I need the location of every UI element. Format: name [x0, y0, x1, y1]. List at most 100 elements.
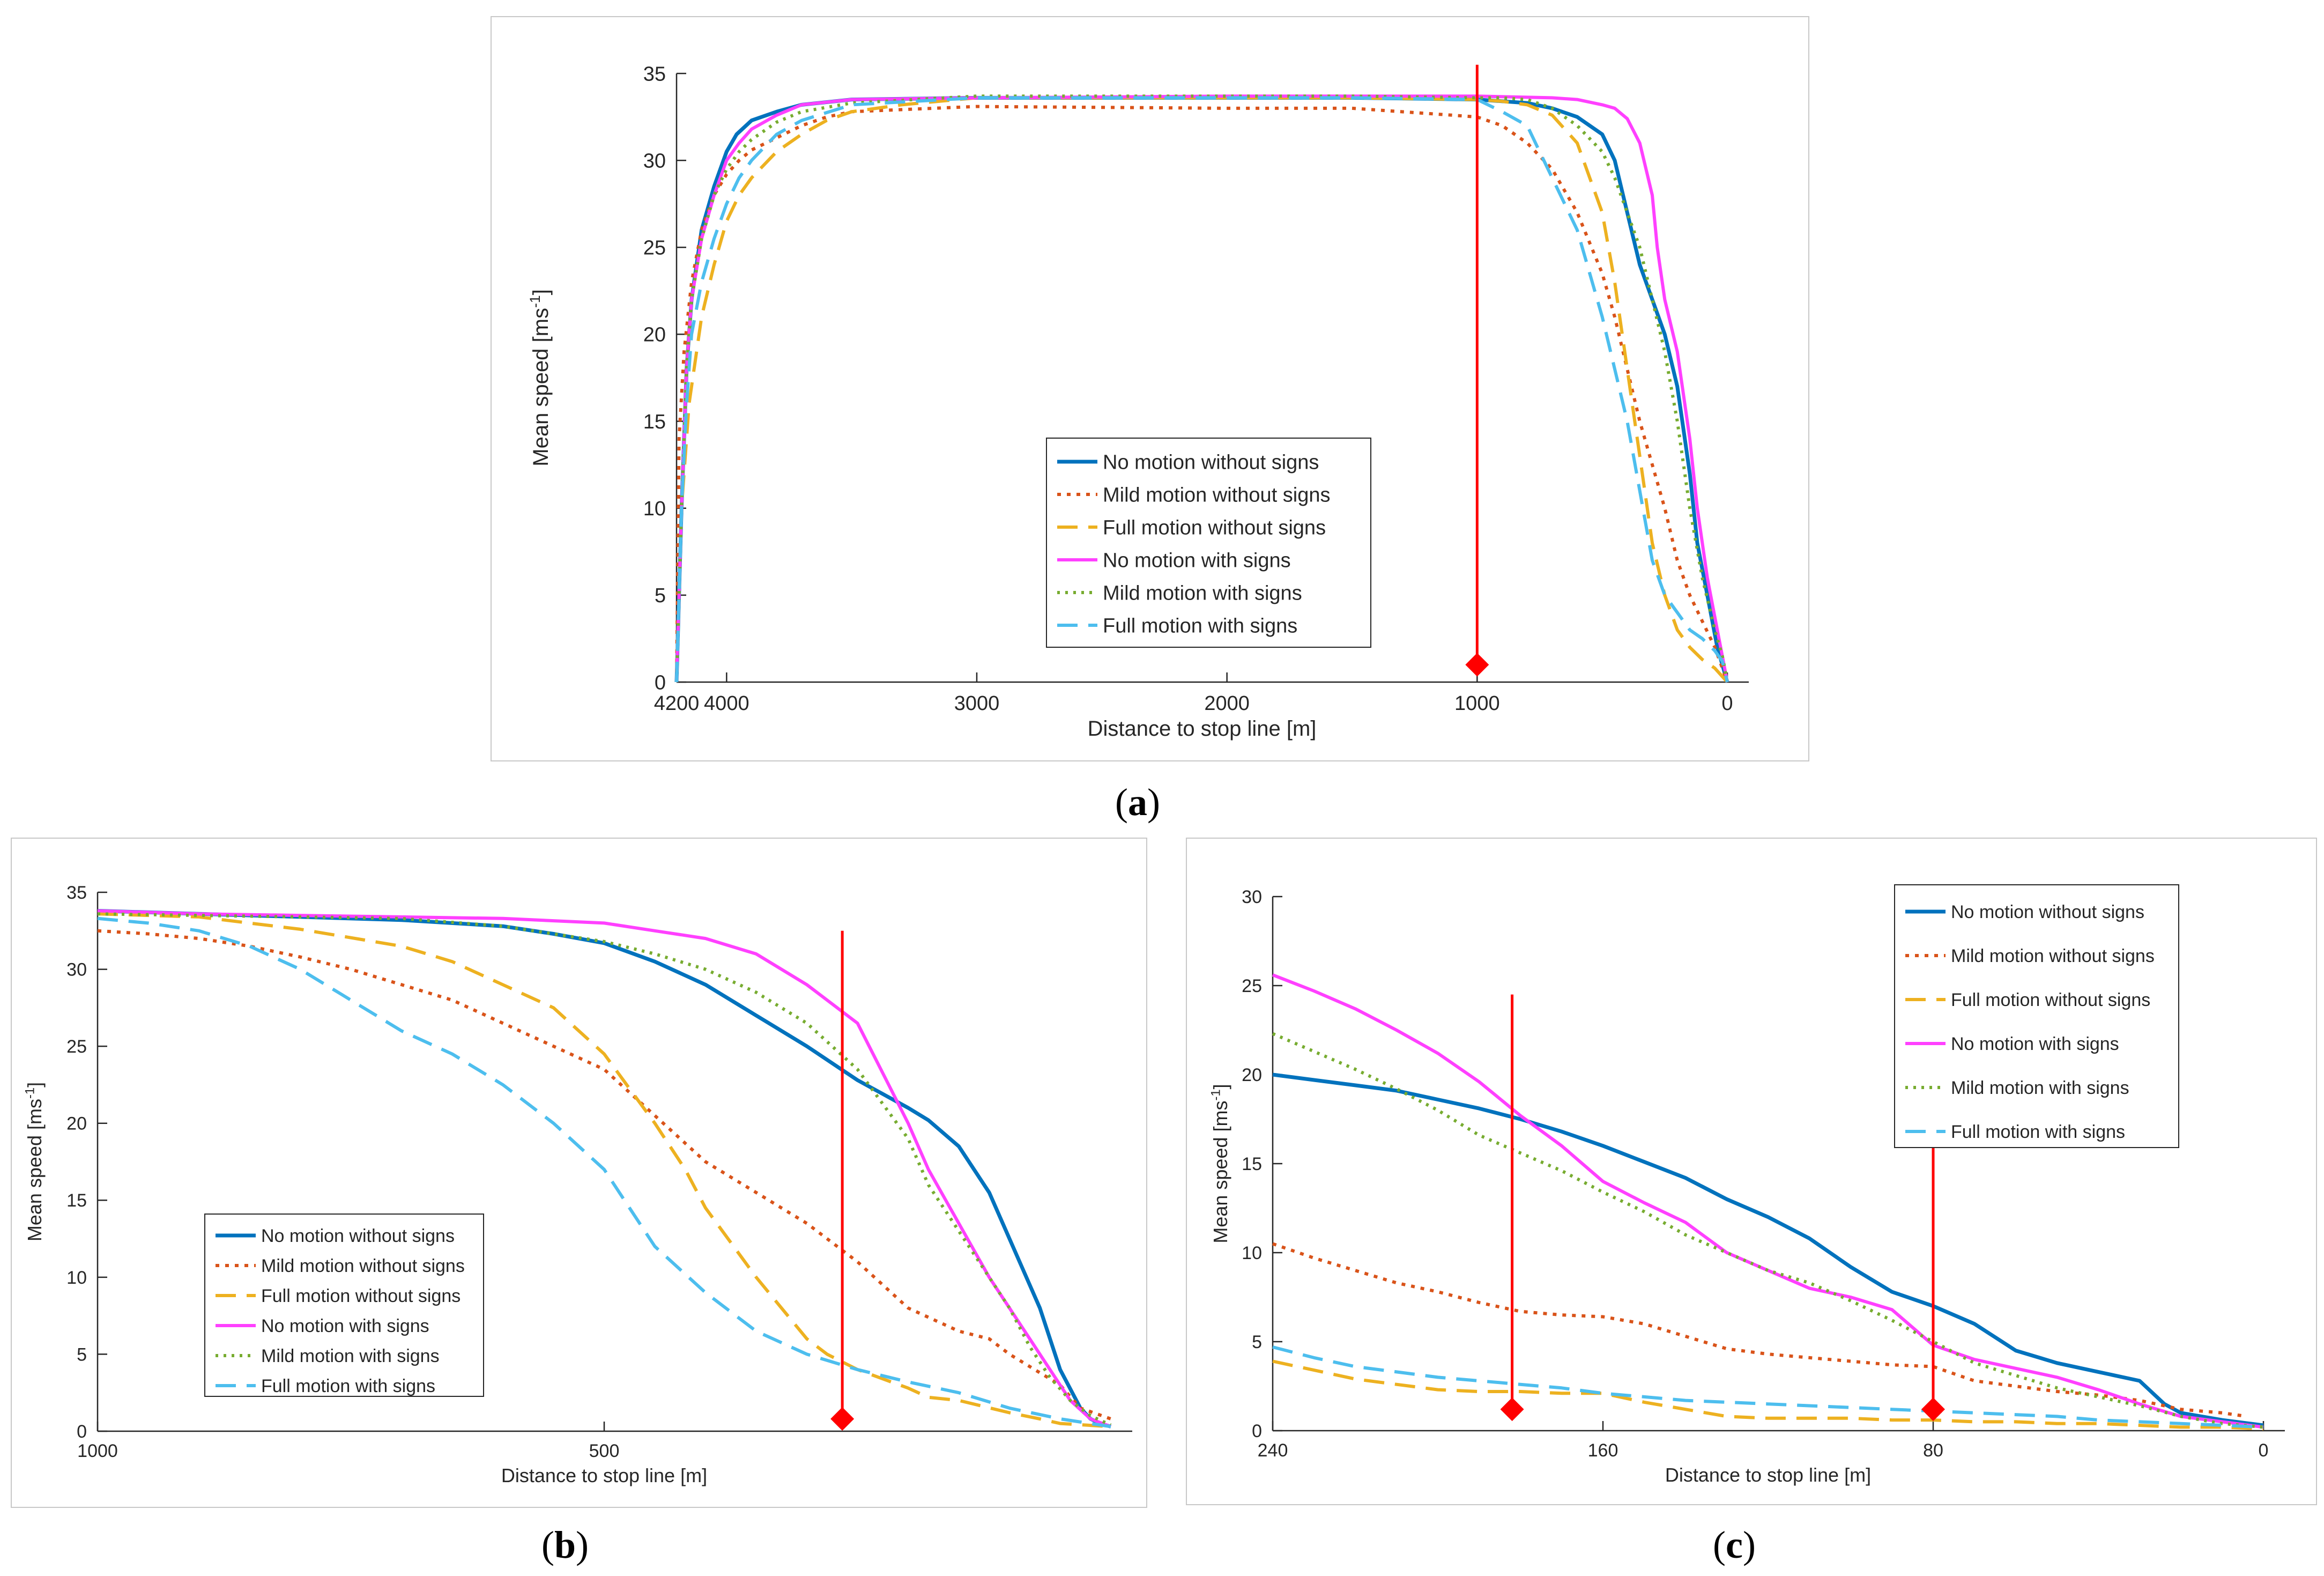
chart-b-legend-label-3: Full motion without signs — [261, 1286, 461, 1306]
chart-b-marker-diamond-1 — [830, 1407, 855, 1431]
chart-b-y-axis-label: Mean speed [ms-1] — [23, 1082, 46, 1241]
chart-a-y-tick-label: 0 — [655, 671, 666, 694]
chart-b-series-4-line — [97, 909, 1112, 1429]
chart-a-x-tick-label: 3000 — [954, 692, 1000, 715]
chart-b-x-tick-label: 1000 — [77, 1441, 118, 1461]
chart-a-y-tick-label: 10 — [643, 498, 666, 520]
chart-a-series-2-line — [675, 105, 1729, 683]
chart-a-y-tick-label: 35 — [643, 63, 666, 85]
chart-b-y-tick-label: 5 — [77, 1344, 87, 1365]
chart-b-y-tick-label: 0 — [77, 1422, 87, 1442]
chart-b-y-tick-label: 25 — [66, 1037, 87, 1057]
chart-a-y-tick-label: 30 — [643, 150, 666, 172]
chart-c-series-4-line — [1272, 973, 2264, 1429]
chart-c-y-tick-label: 5 — [1252, 1332, 1262, 1352]
chart-panel-a: 4200 4000 3000 2000 1000 0 0 5 10 15 20 25 30 35 Dista… — [491, 16, 1809, 761]
chart-a-legend-label-2: Mild motion without signs — [1103, 484, 1331, 506]
caption-c-letter: c — [1725, 1523, 1743, 1566]
chart-a-svg: 4200 4000 3000 2000 1000 0 0 5 10 15 20 25 30 35 Dista… — [527, 63, 1749, 741]
chart-c-series-3-line — [1272, 1359, 2264, 1431]
chart-c-marker-diamond-1 — [1500, 1397, 1524, 1422]
chart-b-legend-label-4: No motion with signs — [261, 1316, 429, 1336]
chart-c-svg: 240 160 80 0 0 5 10 15 20 25 30 Distance to stop li… — [1208, 884, 2285, 1486]
chart-b-y-tick-label: 30 — [66, 959, 87, 980]
chart-b-y-tick-label: 15 — [66, 1190, 87, 1211]
chart-a-y-tick-label: 5 — [655, 584, 666, 607]
chart-a-y-axis-label: Mean speed [ms-1] — [527, 289, 553, 466]
chart-b-legend-label-1: No motion without signs — [261, 1226, 455, 1246]
chart-c-x-tick-label: 160 — [1588, 1440, 1618, 1461]
chart-b-y-tick-label: 20 — [66, 1114, 87, 1134]
chart-b-y-axis-label-end: ] — [24, 1082, 46, 1087]
chart-a-legend-box — [1046, 438, 1371, 648]
chart-c-y-axis-label: Mean speed [ms-1] — [1208, 1084, 1231, 1243]
chart-c-y-tick-label: 0 — [1252, 1421, 1262, 1441]
chart-a-series-4-line — [675, 94, 1729, 683]
chart-a-legend-label-4: No motion with signs — [1103, 549, 1291, 572]
chart-b-legend-label-2: Mild motion without signs — [261, 1256, 465, 1276]
chart-a-y-tick-label: 20 — [643, 324, 666, 346]
caption-c: (c) — [1713, 1523, 1756, 1566]
chart-b-y-tick-label: 10 — [66, 1268, 87, 1288]
caption-b-letter: b — [554, 1523, 576, 1566]
chart-b-x-axis-label: Distance to stop line [m] — [501, 1464, 707, 1486]
chart-a-series-6-line — [675, 96, 1729, 683]
chart-b-svg: 1000 500 0 5 10 15 20 25 30 35 Distance to stop li… — [23, 883, 1132, 1486]
chart-b-y-tick-label: 35 — [66, 883, 87, 903]
caption-a: (a) — [1115, 781, 1160, 824]
chart-a-legend-label-6: Full motion with signs — [1103, 615, 1297, 637]
chart-b-legend-label-5: Mild motion with signs — [261, 1346, 440, 1366]
chart-c-x-tick-label: 240 — [1258, 1440, 1288, 1461]
chart-b-series-5-line — [97, 912, 1112, 1427]
chart-c-y-axis-label-end: ] — [1209, 1084, 1231, 1089]
chart-c-y-tick-label: 10 — [1242, 1243, 1262, 1263]
chart-a-x-tick-label: 1000 — [1454, 692, 1500, 715]
chart-c-y-axis-label-main: Mean speed [ms — [1209, 1101, 1231, 1244]
chart-c-y-tick-label: 25 — [1242, 976, 1262, 996]
chart-panel-c: 240 160 80 0 0 5 10 15 20 25 30 Distance to stop li… — [1186, 838, 2317, 1505]
chart-a-y-axis-label-sup: -1 — [527, 295, 543, 308]
chart-a-series-5-line — [675, 94, 1729, 683]
chart-c-x-tick-label: 80 — [1923, 1440, 1943, 1461]
chart-c-series-1-line — [1272, 1072, 2264, 1427]
chart-c-legend-label-1: No motion without signs — [1951, 902, 2144, 922]
chart-a-x-tick-label: 0 — [1721, 692, 1733, 715]
chart-a-x-tick-label: 2000 — [1204, 692, 1250, 715]
chart-c-legend-label-2: Mild motion without signs — [1951, 946, 2155, 966]
chart-c-legend-label-6: Full motion with signs — [1951, 1122, 2125, 1142]
chart-a-marker-diamond-1 — [1465, 653, 1489, 677]
chart-c-legend-label-3: Full motion without signs — [1951, 990, 2150, 1010]
chart-a-y-axis-label-main: Mean speed [ms — [529, 308, 553, 467]
chart-b-legend-label-6: Full motion with signs — [261, 1376, 435, 1396]
chart-b-y-axis-label-main: Mean speed [ms — [24, 1099, 46, 1241]
chart-a-x-tick-label: 4000 — [704, 692, 749, 715]
chart-c-legend-label-4: No motion with signs — [1951, 1034, 2119, 1054]
chart-a-legend-label-5: Mild motion with signs — [1103, 582, 1302, 604]
chart-a-y-tick-label: 25 — [643, 237, 666, 260]
chart-c-marker-diamond-2 — [1921, 1397, 1945, 1422]
chart-a-y-axis-label-end: ] — [529, 289, 553, 295]
chart-c-x-axis-label: Distance to stop line [m] — [1665, 1464, 1871, 1486]
chart-a-y-tick-label: 15 — [643, 411, 666, 433]
chart-a-legend-label-1: No motion without signs — [1103, 451, 1319, 473]
chart-b-series-3-line — [97, 912, 1111, 1429]
chart-c-y-tick-label: 30 — [1242, 887, 1262, 907]
chart-a-legend-label-3: Full motion without signs — [1103, 516, 1326, 539]
chart-c-legend-label-5: Mild motion with signs — [1951, 1078, 2129, 1098]
chart-c-y-axis-label-sup: -1 — [1208, 1089, 1223, 1100]
chart-b-series-6-line — [97, 916, 1111, 1429]
chart-b-x-tick-label: 500 — [589, 1441, 620, 1461]
chart-a-x-tick-label: 4200 — [654, 692, 700, 715]
chart-b-series-2-line — [97, 929, 1112, 1420]
chart-c-series-6-line — [1272, 1345, 2264, 1429]
caption-a-letter: a — [1127, 781, 1147, 824]
chart-b-y-axis-label-sup: -1 — [23, 1087, 37, 1099]
chart-a-x-axis-label: Distance to stop line [m] — [1088, 717, 1317, 741]
chart-panel-b: 1000 500 0 5 10 15 20 25 30 35 Distance to stop li… — [11, 838, 1147, 1508]
chart-c-y-tick-label: 20 — [1242, 1065, 1262, 1085]
chart-b-legend-box — [204, 1214, 484, 1397]
chart-c-x-tick-label: 0 — [2259, 1440, 2269, 1461]
chart-c-legend-box — [1894, 884, 2179, 1148]
caption-b: (b) — [541, 1523, 589, 1566]
chart-c-y-tick-label: 15 — [1242, 1154, 1262, 1174]
